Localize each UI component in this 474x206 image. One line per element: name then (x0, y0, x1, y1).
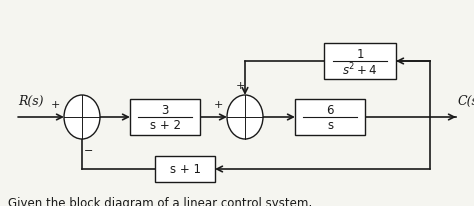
Text: +: + (235, 81, 245, 91)
Text: s: s (327, 119, 333, 132)
Bar (130, 99, 200, 135)
Text: $s^2 + 4$: $s^2 + 4$ (342, 61, 378, 78)
Text: −: − (84, 145, 93, 155)
Text: Given the block diagram of a linear control system,: Given the block diagram of a linear cont… (8, 196, 312, 206)
Ellipse shape (64, 96, 100, 139)
Bar (324, 44, 396, 80)
Text: R(s): R(s) (18, 95, 44, 108)
Bar (155, 156, 215, 182)
Text: 1: 1 (356, 48, 364, 61)
Ellipse shape (227, 96, 263, 139)
Text: s + 1: s + 1 (170, 163, 201, 176)
Bar (295, 99, 365, 135)
Text: C(s): C(s) (458, 95, 474, 108)
Text: 3: 3 (161, 104, 169, 117)
Text: s + 2: s + 2 (149, 119, 181, 132)
Text: +: + (214, 99, 223, 109)
Text: 6: 6 (326, 104, 334, 117)
Text: +: + (51, 99, 60, 109)
